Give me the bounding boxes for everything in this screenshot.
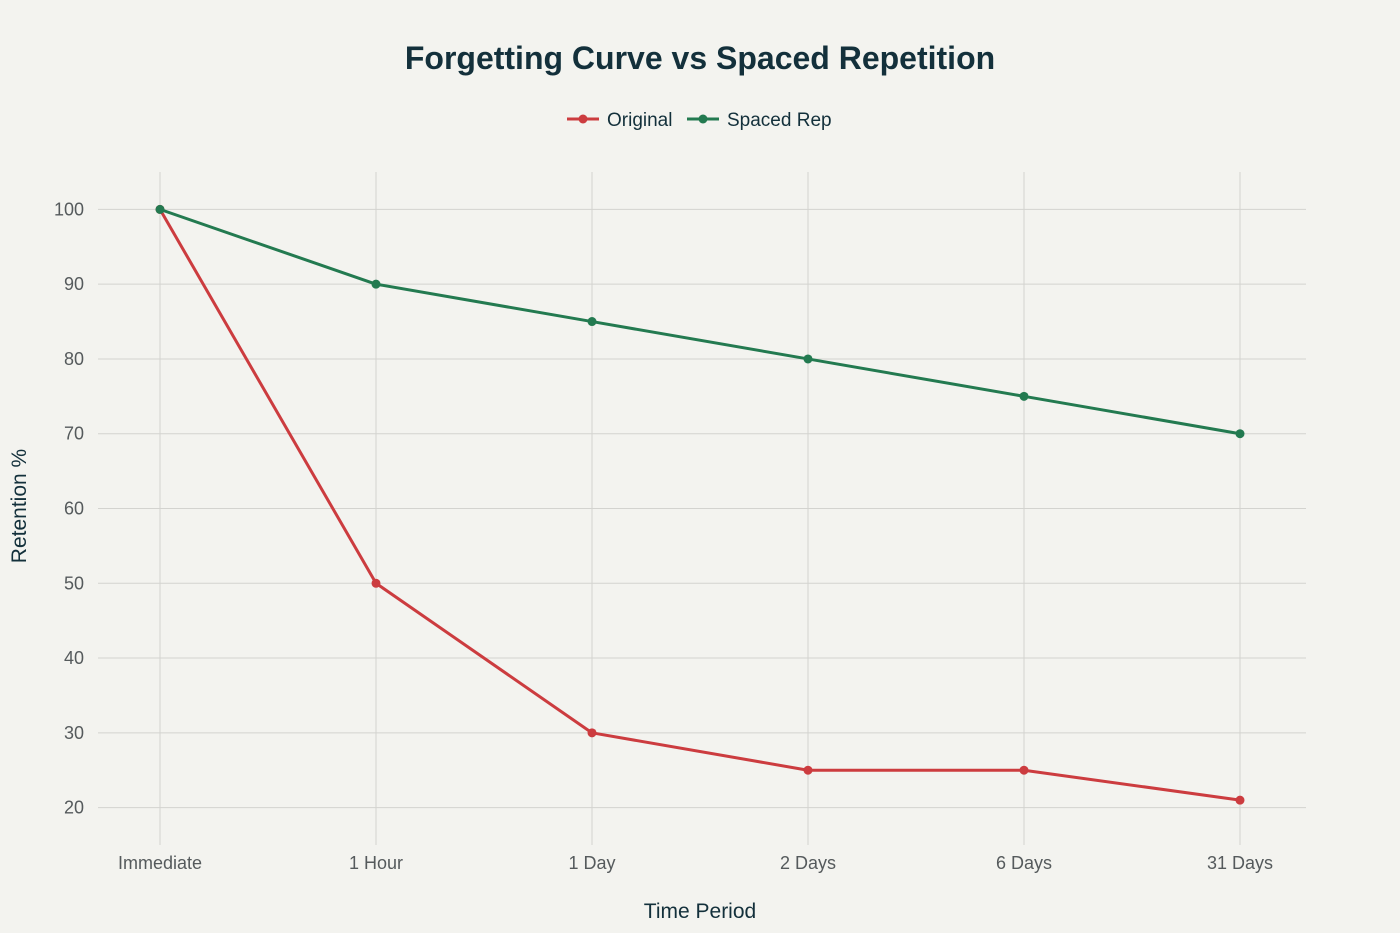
data-point[interactable] bbox=[587, 728, 597, 738]
data-point[interactable] bbox=[1019, 765, 1029, 775]
legend-label: Original bbox=[607, 110, 672, 131]
y-axis-ticks: 20 30 40 50 60 70 80 90 100 bbox=[54, 199, 84, 817]
y-tick-label: 40 bbox=[64, 648, 84, 668]
y-tick-label: 60 bbox=[64, 499, 84, 519]
data-point[interactable] bbox=[803, 354, 813, 364]
x-axis-title: Time Period bbox=[644, 900, 756, 923]
x-axis-ticks: Immediate 1 Hour 1 Day 2 Days 6 Days 31 Days bbox=[118, 853, 1273, 873]
series-line bbox=[158, 207, 1242, 436]
data-point[interactable] bbox=[1019, 391, 1029, 401]
data-point[interactable] bbox=[371, 578, 381, 588]
legend-item[interactable]: Original bbox=[567, 110, 672, 131]
y-tick-label: 80 bbox=[64, 349, 84, 369]
data-point[interactable] bbox=[1235, 429, 1245, 439]
y-gridlines bbox=[98, 208, 1306, 809]
x-tick-label: Immediate bbox=[118, 853, 202, 873]
series-layer bbox=[155, 204, 1245, 805]
legend-label: Spaced Rep bbox=[727, 110, 832, 131]
x-tick-label: 1 Hour bbox=[349, 853, 403, 873]
series-original bbox=[155, 204, 1245, 805]
y-tick-label: 90 bbox=[64, 274, 84, 294]
series-spaced-rep bbox=[155, 204, 1245, 439]
legend-swatch-marker bbox=[698, 114, 708, 124]
y-tick-label: 20 bbox=[64, 798, 84, 818]
y-tick-label: 70 bbox=[64, 424, 84, 444]
y-axis-title: Retention % bbox=[8, 449, 31, 563]
data-point[interactable] bbox=[371, 279, 381, 289]
x-tick-label: 1 Day bbox=[568, 853, 615, 873]
legend-swatch-marker bbox=[578, 114, 588, 124]
y-tick-label: 50 bbox=[64, 573, 84, 593]
x-tick-label: 2 Days bbox=[780, 853, 836, 873]
data-point[interactable] bbox=[587, 317, 597, 327]
y-tick-label: 100 bbox=[54, 199, 84, 219]
data-point[interactable] bbox=[1235, 795, 1245, 805]
series-line bbox=[158, 207, 1242, 802]
legend-item[interactable]: Spaced Rep bbox=[687, 110, 832, 131]
chart-title: Forgetting Curve vs Spaced Repetition bbox=[405, 40, 995, 76]
y-tick-label: 30 bbox=[64, 723, 84, 743]
x-tick-label: 31 Days bbox=[1207, 853, 1273, 873]
data-point[interactable] bbox=[803, 765, 813, 775]
legend: Original Spaced Rep bbox=[567, 110, 832, 131]
x-tick-label: 6 Days bbox=[996, 853, 1052, 873]
data-point[interactable] bbox=[155, 204, 165, 214]
